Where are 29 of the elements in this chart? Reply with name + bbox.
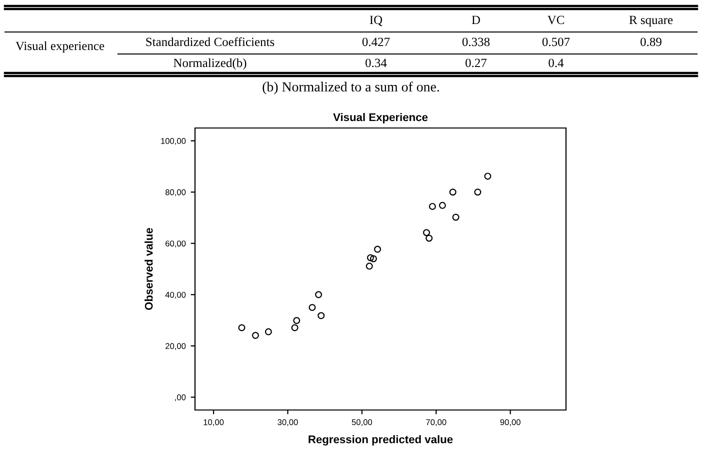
text: 0.4 (548, 58, 564, 68)
text: 0.507 (542, 38, 570, 46)
y-tick-label: 60,00 (166, 240, 186, 248)
y-tick-label: 80,00 (165, 189, 186, 196)
text: (b) Normalized to a sum of one. (262, 82, 439, 94)
y-axis-title: Observed value (144, 228, 153, 310)
x-tick-label: 30,00 (278, 419, 298, 426)
text: 0.89 (640, 38, 662, 46)
text: 0.427 (362, 38, 390, 46)
x-tick-label: 90,00 (500, 419, 520, 426)
category-label: D (472, 16, 480, 24)
y-tick-label: 20,00 (166, 343, 186, 350)
text: 0.338 (462, 38, 490, 46)
category-label: Standardized Coefficients (146, 37, 274, 46)
y-tick-label: 100,00 (161, 138, 186, 145)
x-tick-label: 10,00 (204, 419, 224, 426)
y-tick-label: ,00 (175, 394, 186, 402)
category-label: IQ (370, 16, 382, 26)
category-label: R square (629, 16, 673, 27)
text: 0.34 (366, 58, 387, 68)
text: Visual experience (16, 41, 104, 53)
x-tick-label: 50,00 (352, 419, 372, 426)
chart-title: Visual Experience (333, 113, 428, 124)
category-label: VC (547, 16, 564, 24)
x-axis-title: Regression predicted value (308, 435, 453, 446)
x-tick-label: 70,00 (426, 419, 446, 426)
text: 0.27 (466, 58, 487, 68)
category-label: Normalized(b) (174, 58, 246, 70)
y-tick-label: 40,00 (165, 292, 186, 299)
